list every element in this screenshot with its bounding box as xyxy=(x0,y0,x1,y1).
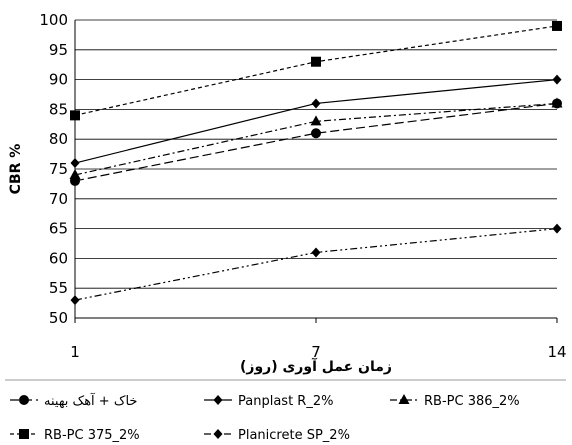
legend-marker xyxy=(213,429,223,439)
y-tick-label: 75 xyxy=(49,160,68,178)
data-point xyxy=(70,295,80,306)
legend-item: RB-PC 386_2% xyxy=(390,394,520,409)
x-tick-label: 7 xyxy=(311,343,321,361)
y-tick-label: 85 xyxy=(49,100,68,118)
legend-label: RB-PC 375_2% xyxy=(44,428,140,443)
legend-label: RB-PC 386_2% xyxy=(424,394,520,409)
legend-marker xyxy=(19,429,29,439)
data-point xyxy=(70,110,80,121)
series-line-1 xyxy=(74,102,558,182)
x-axis-label: زمان عمل آوری (روز) xyxy=(240,357,392,375)
data-point xyxy=(311,128,321,139)
legend-item: Panplast R_2% xyxy=(204,394,333,409)
data-point xyxy=(69,168,81,179)
legend-label: Panplast R_2% xyxy=(238,394,333,409)
y-tick-label: 60 xyxy=(49,249,68,267)
legend-item: خاک + آهک بهینه xyxy=(10,392,137,409)
data-point xyxy=(310,115,322,126)
y-axis-label: CBR % xyxy=(8,144,24,195)
y-tick-label: 95 xyxy=(49,41,68,59)
x-tick-labels: 1 7 14 xyxy=(70,318,567,361)
data-point xyxy=(552,74,562,85)
y-tick-label: 80 xyxy=(49,130,68,148)
y-tick-label: 90 xyxy=(49,71,68,89)
legend-item: Planicrete SP_2% xyxy=(204,428,350,443)
data-point xyxy=(311,56,321,67)
series-line-5 xyxy=(74,228,558,301)
legend: خاک + آهک بهینه Panplast R_2% RB-PC 386_2%… xyxy=(10,392,520,443)
series-lines xyxy=(74,25,558,301)
y-tick-labels: 50 55 60 65 70 75 80 85 90 95 100 xyxy=(39,11,68,327)
legend-label: Planicrete SP_2% xyxy=(238,428,350,443)
data-point xyxy=(551,97,563,108)
y-tick-label: 55 xyxy=(49,279,68,297)
data-point xyxy=(552,223,562,234)
legend-item: RB-PC 375_2% xyxy=(10,428,140,443)
data-point xyxy=(311,247,321,258)
data-point xyxy=(552,20,562,31)
y-tick-label: 50 xyxy=(49,309,68,327)
x-tick-label: 14 xyxy=(547,343,566,361)
legend-label: خاک + آهک بهینه xyxy=(44,392,137,409)
gridlines xyxy=(75,19,557,319)
legend-marker xyxy=(19,395,29,405)
data-point xyxy=(70,158,80,169)
series-markers xyxy=(69,20,563,306)
x-tick-label: 1 xyxy=(70,343,80,361)
legend-marker xyxy=(213,395,223,405)
data-point xyxy=(311,98,321,109)
y-tick-label: 100 xyxy=(39,11,68,29)
y-tick-label: 65 xyxy=(49,220,68,238)
legend-marker xyxy=(398,394,410,404)
y-tick-label: 70 xyxy=(49,190,68,208)
